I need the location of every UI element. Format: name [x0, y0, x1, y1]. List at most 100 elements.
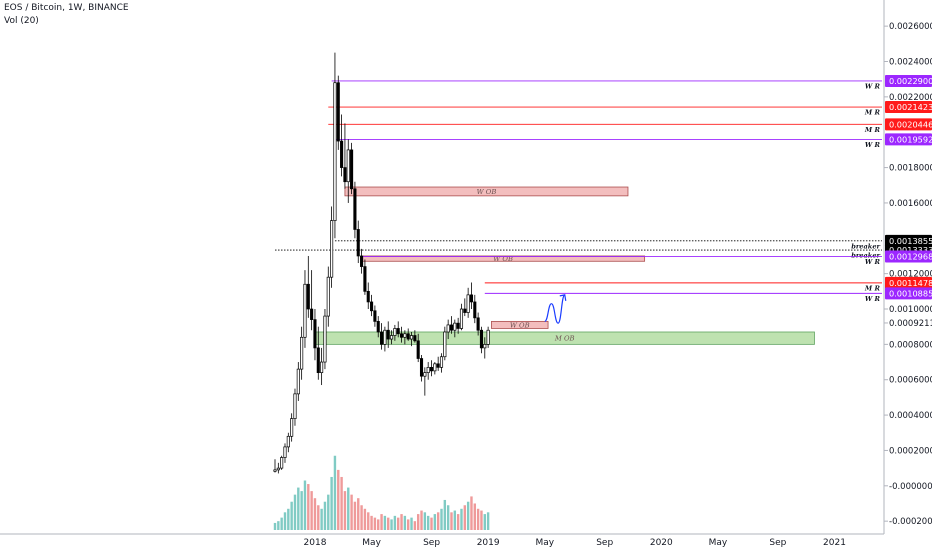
level-tag: M R — [864, 109, 881, 117]
price-level-badge — [885, 234, 932, 247]
candle-body — [483, 344, 487, 349]
volume-bar — [463, 505, 467, 530]
candle-body — [370, 301, 374, 312]
price-tick-label: 0.0018000 — [889, 164, 932, 174]
volume-bar — [426, 515, 430, 530]
price-level-badge — [885, 101, 932, 114]
volume-bar — [380, 514, 383, 530]
volume-bar — [446, 505, 450, 530]
candle-body — [330, 220, 334, 278]
indicator-label: Vol (20) — [4, 16, 39, 26]
price-level-lines: W R 0.0022900 M R 0.0021423 M R 0.0020446 W R 0… — [275, 74, 932, 303]
level-tag: W R — [865, 295, 881, 303]
level-tag: breaker — [851, 242, 880, 250]
time-tick-label: Sep — [596, 538, 613, 548]
volume-bar — [433, 514, 437, 530]
candle-body — [283, 446, 287, 458]
volume-bar — [337, 469, 340, 530]
time-axis[interactable]: 2018 May Sep 2019 May Sep 2020 May Sep 2021 — [0, 533, 884, 548]
candle-body — [386, 329, 390, 340]
candle-body — [346, 149, 350, 183]
volume-bar — [310, 491, 313, 530]
candle-body — [340, 140, 344, 168]
volume-bar — [357, 498, 360, 530]
price-tick-label: 0.0004000 — [889, 411, 932, 421]
price-level-value: 0.0021423 — [889, 102, 932, 112]
candle-body — [399, 333, 404, 338]
candle-body — [290, 418, 294, 437]
volume-bar — [303, 480, 307, 530]
volume-bar — [407, 519, 410, 530]
candle-body — [350, 149, 354, 190]
zone-label: W OB — [510, 321, 530, 329]
volume-bar — [307, 484, 310, 530]
candle-body — [306, 283, 310, 310]
time-tick-label: 2021 — [823, 538, 846, 548]
time-tick-label: 2018 — [304, 538, 327, 548]
price-level-value: 0.0012968 — [889, 252, 932, 262]
candle-body — [429, 367, 434, 372]
volume-bar — [333, 455, 337, 530]
zone-label: W OB — [477, 188, 497, 196]
candle-body — [333, 82, 337, 221]
volume-bar — [373, 517, 377, 530]
volume-bar — [287, 508, 290, 530]
volume-bars — [273, 455, 490, 530]
price-tick-label: -0.0000000 — [889, 482, 932, 492]
candle-body — [316, 347, 320, 374]
volume-bar — [473, 503, 476, 530]
forecast-path — [544, 294, 566, 324]
candle-body — [436, 363, 440, 368]
candle-body — [383, 329, 387, 345]
volume-bar — [436, 512, 440, 530]
candle-body — [343, 167, 347, 183]
volume-bar — [363, 508, 367, 530]
candle-body — [396, 328, 400, 335]
volume-bar — [350, 494, 353, 530]
price-level-badge — [885, 118, 932, 131]
candle-body — [380, 331, 384, 345]
candle-body — [463, 308, 467, 313]
level-tag: M R — [864, 126, 881, 134]
time-tick-label: 2020 — [650, 538, 673, 548]
volume-bar — [330, 476, 333, 530]
price-axis[interactable]: 0.0026000 0.0024000 0.0022000 0.0018000 0.00… — [883, 0, 932, 534]
candle-body — [276, 467, 280, 471]
volume-bar — [290, 501, 293, 530]
volume-bar — [387, 517, 390, 530]
price-tick-label: 0.0006000 — [889, 376, 932, 386]
volume-bar — [443, 499, 447, 530]
order-block-zones: W OB W OB W OB M OB — [314, 186, 815, 345]
candle-body — [403, 333, 407, 338]
price-tick-label: 0.0002000 — [889, 446, 932, 456]
chart-title: EOS / Bitcoin, 1W, BINANCE — [4, 3, 129, 13]
time-tick-label: Sep — [423, 538, 440, 548]
price-level-value: 0.0020446 — [889, 119, 932, 129]
volume-bar — [413, 521, 417, 530]
level-tag: breaker — [851, 252, 880, 260]
level-tag: W R — [865, 141, 881, 149]
price-level-badge — [885, 287, 932, 300]
candle-body — [366, 290, 370, 303]
volume-bar — [313, 498, 317, 530]
forecast-arrow — [544, 294, 567, 324]
level-tag: W R — [865, 82, 881, 90]
forecast-arrowhead — [559, 294, 567, 301]
volume-bar — [383, 515, 387, 530]
candle-body — [393, 328, 397, 336]
volume-bar — [453, 510, 457, 530]
price-level-value: 0.0011478 — [889, 278, 932, 288]
volume-bar — [297, 487, 300, 530]
zone-label: W OB — [493, 255, 513, 263]
volume-bar — [390, 519, 393, 530]
volume-bar — [273, 522, 277, 530]
volume-bar — [377, 519, 380, 530]
volume-bar — [280, 517, 283, 530]
volume-bar — [403, 515, 407, 530]
candle-body — [323, 315, 327, 363]
volume-bar — [367, 512, 370, 530]
candle-body — [390, 335, 394, 340]
price-level-badge — [885, 133, 932, 146]
volume-bar — [277, 521, 280, 530]
